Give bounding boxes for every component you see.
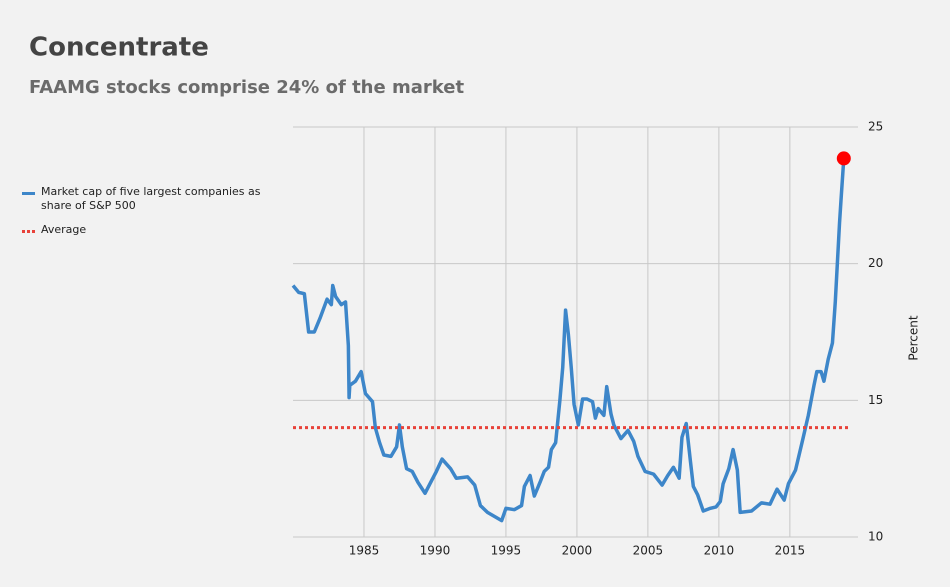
- y-tick-label: 25: [868, 120, 883, 134]
- legend-item: Average: [22, 223, 272, 237]
- legend-label: Market cap of five largest companies as …: [41, 185, 261, 212]
- x-tick-label: 1995: [491, 544, 522, 558]
- legend: Market cap of five largest companies as …: [22, 185, 272, 247]
- x-tick-label: 2010: [704, 544, 735, 558]
- highlight-point: [836, 151, 851, 166]
- chart-title: Concentrate: [29, 33, 209, 63]
- x-tick-label: 2000: [562, 544, 593, 558]
- x-tick-label: 2015: [775, 544, 806, 558]
- chart-subtitle: FAAMG stocks comprise 24% of the market: [29, 77, 464, 98]
- legend-swatch: [22, 230, 35, 233]
- x-tick-label: 1990: [420, 544, 451, 558]
- y-tick-label: 20: [868, 256, 883, 270]
- x-tick-label: 1985: [349, 544, 380, 558]
- x-tick-label: 2005: [633, 544, 664, 558]
- line: [291, 158, 846, 523]
- legend-label: Average: [41, 223, 87, 236]
- legend-item: Market cap of five largest companies as …: [22, 185, 272, 213]
- y-tick-label: 10: [868, 530, 883, 544]
- y-axis-label: Percent: [907, 315, 921, 360]
- legend-swatch: [22, 192, 35, 195]
- y-tick-label: 15: [868, 393, 883, 407]
